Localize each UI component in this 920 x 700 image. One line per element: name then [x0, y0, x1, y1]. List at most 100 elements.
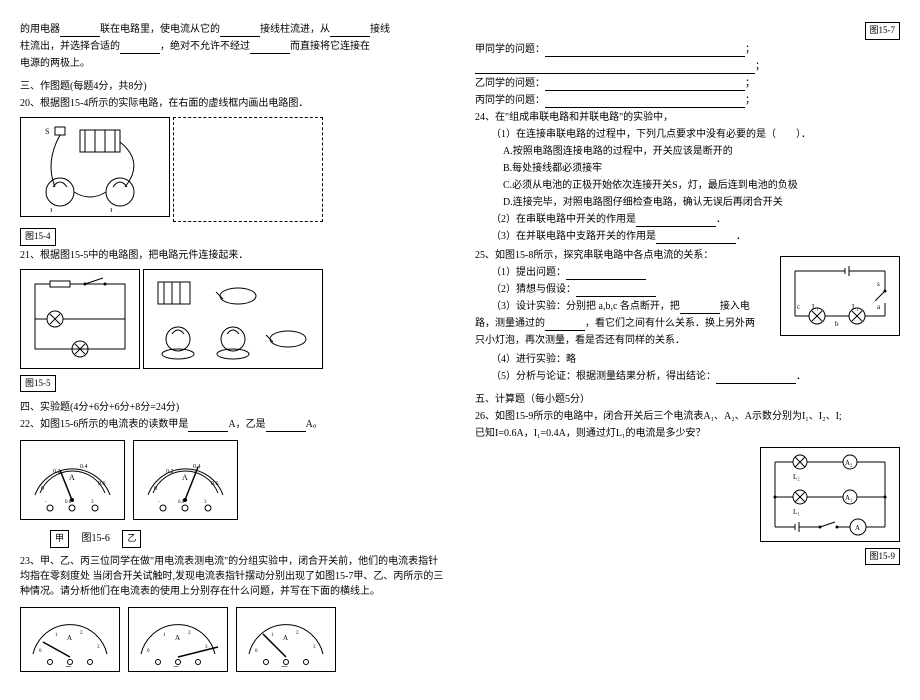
q24-d: D.连接完毕，对照电路图仔细检查电路，确认无误后再闭合开关 [503, 195, 900, 210]
q25-5: （5）分析与论证：根据测量结果分析，得出结论：． [491, 369, 900, 384]
svg-text:0: 0 [255, 649, 258, 654]
q20-text: 20、根据图15-4所示的实际电路，在右面的虚线框内画出电路图． [20, 96, 445, 111]
fig-15-7-label: 图15-7 [475, 20, 900, 40]
q24-a: A.按照电路图连接电路的过程中，开关应该是断开的 [503, 144, 900, 159]
components-icon [148, 274, 318, 364]
q25-3e: 只小灯泡，再次测量，看是否还有同样的关系． [475, 333, 774, 348]
svg-text:A₁: A₁ [845, 494, 853, 502]
fig-15-9-label: 图15-9 [865, 548, 901, 566]
svg-text:-: - [158, 500, 160, 505]
svg-text:A: A [283, 634, 288, 642]
ammeter-icon: 0 0.2 0.4 0.6 A - 0.6 3 [25, 445, 120, 515]
fill-in-text: 的用电器联在电路里，使电流从它的接线柱流进，从接线 [20, 22, 445, 37]
fig-15-4-label: 图15-4 [20, 228, 56, 246]
jia-question: 甲同学的问题：； [475, 42, 900, 57]
svg-text:1: 1 [163, 633, 166, 638]
fill-in-text-2: 柱流出，并选择合适的，绝对不允许不经过而直接将它连接在 [20, 39, 445, 54]
svg-text:2: 2 [188, 631, 191, 636]
svg-text:3: 3 [313, 645, 316, 650]
svg-text:L₁: L₁ [50, 207, 58, 212]
svg-text:-: - [45, 500, 47, 505]
svg-text:3: 3 [97, 645, 100, 650]
fig-15-8: s L₁ L₂ a b c [780, 256, 900, 336]
q25-4: （4）进行实验：略 [491, 352, 900, 367]
svg-text:0.4: 0.4 [80, 464, 88, 470]
meter-23-jia: A 0 1 2 3 甲 [20, 607, 120, 672]
svg-text:0.6: 0.6 [98, 481, 106, 487]
q24-3: （3）在并联电路中支路开关的作用是． [491, 229, 900, 244]
q24-text: 24、在"组成串联电路和并联电路"的实验中， [475, 110, 900, 125]
svg-text:3: 3 [204, 500, 207, 505]
fig-15-9: A L₂ A₂ L₁ A₁ [760, 447, 900, 542]
svg-text:A: A [175, 634, 180, 642]
q24-1: （1）在连接串联电路的过程中，下列几点要求中没有必要的是（ ）． [491, 127, 900, 142]
meter-23-bing: A 0 1 2 3 丙 [236, 607, 336, 672]
q25-1: （1）提出问题： [491, 265, 774, 280]
svg-text:2: 2 [80, 631, 83, 636]
svg-text:0.6: 0.6 [211, 481, 219, 487]
svg-text:1: 1 [271, 633, 274, 638]
circuit-diagram-icon [25, 274, 135, 364]
q25-3a: （3）设计实验：分别把 a,b,c 各点断开，把接入电 [491, 299, 774, 314]
svg-text:L₂: L₂ [852, 303, 859, 311]
svg-text:0: 0 [154, 486, 157, 492]
svg-text:A: A [69, 473, 75, 482]
section-4-title: 四、实验题(4分+6分+6分+8分=24分) [20, 400, 445, 415]
q22-text: 22、如图15-6所示的电流表的读数甲是A，乙是A。 [20, 417, 445, 432]
svg-text:L₁: L₁ [812, 303, 819, 311]
fig-15-5-label: 图15-5 [20, 375, 56, 393]
parallel-circuit-icon: A L₂ A₂ L₁ A₁ [765, 452, 895, 537]
q24-c: C.必须从电池的正极开始依次连接开关S，灯，最后连到电池的负极 [503, 178, 900, 193]
svg-text:0: 0 [39, 649, 42, 654]
series-circuit-icon: s L₁ L₂ a b c [785, 261, 895, 331]
svg-text:0.2: 0.2 [53, 469, 61, 475]
svg-text:S: S [45, 127, 49, 136]
svg-text:0.2: 0.2 [166, 469, 174, 475]
fig-15-5-group: 图15-5 [20, 265, 445, 393]
ammeter-icon: A 0 1 2 3 乙 [133, 612, 223, 667]
bing-question: 丙同学的问题：； [475, 93, 900, 108]
svg-text:L₂: L₂ [793, 473, 800, 481]
svg-text:s: s [877, 280, 880, 288]
ammeter-icon: A 0 1 2 3 甲 [25, 612, 115, 667]
left-column: 的用电器联在电路里，使电流从它的接线柱流进，从接线 柱流出，并选择合适的，绝对不… [20, 20, 445, 680]
svg-text:甲: 甲 [65, 666, 72, 667]
fig-15-5-left [20, 269, 140, 369]
fig-15-6-caption: 甲 图15-6 乙 [50, 528, 445, 548]
svg-text:0: 0 [41, 486, 44, 492]
fill-in-text-3: 电源的两极上。 [20, 56, 445, 71]
fig-15-7-group: A 0 1 2 3 甲 A 0 1 2 3 [20, 603, 445, 676]
svg-text:A: A [67, 634, 72, 642]
q25-2: （2）猜想与假设： [491, 282, 774, 297]
svg-text:1: 1 [55, 633, 58, 638]
q26-text-a: 26、如图15-9所示的电路中，闭合开关后三个电流表A₁、A₂、A示数分别为I₁… [475, 409, 900, 424]
svg-text:b: b [835, 320, 839, 328]
q24-b: B.每处接线都必须接牢 [503, 161, 900, 176]
ammeter-icon: A 0 1 2 3 丙 [241, 612, 331, 667]
right-column: 图15-7 甲同学的问题：； ； 乙同学的问题：； 丙同学的问题：； 24、在"… [475, 20, 900, 680]
svg-text:0.6: 0.6 [65, 500, 72, 505]
q25-text: 25、如图15-8所示，探究串联电路中各点电流的关系： [475, 248, 774, 263]
svg-text:3: 3 [91, 500, 94, 505]
q23-text: 23、甲、乙、丙三位同学在做"用电流表测电流"的分组实验中，闭合开关前，他们的电… [20, 554, 445, 599]
circuit-photo-icon: S L₁ L₂ [25, 122, 165, 212]
svg-text:A: A [182, 473, 188, 482]
meter-23-yi: A 0 1 2 3 乙 [128, 607, 228, 672]
q25-3c: 路，测量通过的，看它们之间有什么关系．换上另外两 [475, 316, 774, 331]
svg-text:丙: 丙 [281, 666, 288, 667]
q26-text-b: 已知I=0.6A，I₁=0.4A，则通过灯L₁的电流是多少安？ [475, 426, 900, 441]
q21-text: 21、根据图15-5中的电路图，把电路元件连接起来． [20, 248, 445, 263]
svg-text:L₁: L₁ [793, 508, 800, 516]
svg-text:0: 0 [147, 649, 150, 654]
fig-15-5-right [143, 269, 323, 369]
svg-text:A: A [855, 524, 860, 532]
svg-text:A₂: A₂ [845, 459, 853, 467]
ammeter-icon: 0 0.2 0.4 0.6 A - 0.6 3 [138, 445, 233, 515]
meter-yi: 0 0.2 0.4 0.6 A - 0.6 3 [133, 440, 238, 520]
svg-text:2: 2 [296, 631, 299, 636]
svg-text:L₂: L₂ [110, 207, 118, 212]
meter-jia: 0 0.2 0.4 0.6 A - 0.6 3 [20, 440, 125, 520]
svg-text:a: a [877, 303, 881, 311]
section-3-title: 三、作图题(每题4分，共8分) [20, 79, 445, 94]
yi-question: 乙同学的问题：； [475, 76, 900, 91]
